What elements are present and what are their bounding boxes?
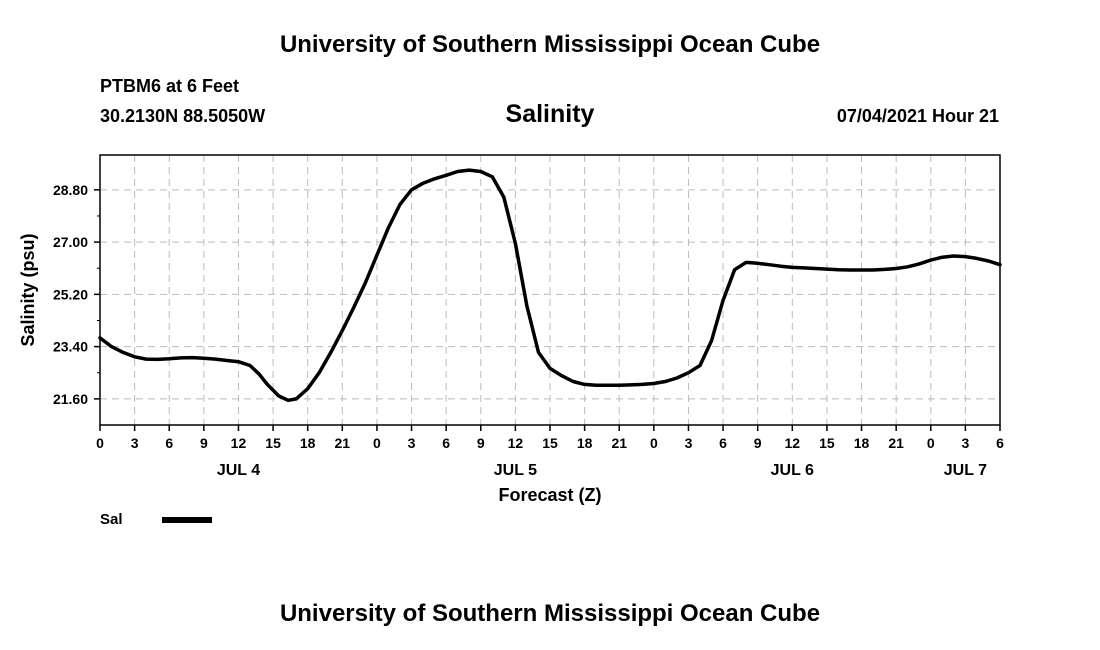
station-label: PTBM6 at 6 Feet xyxy=(100,76,240,96)
date-label: JUL 7 xyxy=(944,462,987,479)
date-label: JUL 4 xyxy=(217,462,260,479)
x-tick-label: 18 xyxy=(300,435,316,451)
x-tick-label: 9 xyxy=(477,435,485,451)
x-tick-label: 6 xyxy=(442,435,450,451)
coordinates-label: 30.2130N 88.5050W xyxy=(100,106,266,126)
x-tick-label: 6 xyxy=(719,435,727,451)
x-tick-label: 0 xyxy=(373,435,381,451)
x-tick-label: 21 xyxy=(611,435,627,451)
x-tick-label: 9 xyxy=(754,435,762,451)
x-tick-label: 12 xyxy=(785,435,801,451)
x-tick-label: 12 xyxy=(231,435,247,451)
y-tick-label: 21.60 xyxy=(53,391,88,407)
date-labels: JUL 4 JUL 5 JUL 6 JUL 7 xyxy=(217,462,987,479)
y-axis-label: Salinity (psu) xyxy=(18,233,38,346)
footer-title: University of Southern Mississippi Ocean… xyxy=(279,600,821,627)
legend-label: Sal xyxy=(100,511,123,528)
chart-title: Salinity xyxy=(505,100,595,128)
x-axis-label: Forecast (Z) xyxy=(498,485,601,505)
x-tick-label: 18 xyxy=(854,435,870,451)
y-tick-label: 25.20 xyxy=(53,286,88,302)
x-axis: 0 3 6 9 12 15 18 21 0 3 6 9 12 15 18 21 0 3 6 9 12 15 18 21 0 3 6 xyxy=(96,425,1004,451)
y-tick-label: 27.00 xyxy=(53,234,88,250)
x-tick-label: 0 xyxy=(650,435,658,451)
grid xyxy=(100,155,1000,425)
salinity-line xyxy=(98,168,1002,403)
x-tick-label: 3 xyxy=(408,435,416,451)
x-tick-label: 12 xyxy=(508,435,524,451)
y-axis: 21.60 23.40 25.20 27.00 28.80 xyxy=(53,182,100,407)
datetime-label: 07/04/2021 Hour 21 xyxy=(836,106,999,126)
page-title: University of Southern Mississippi Ocean… xyxy=(279,31,821,58)
x-tick-label: 15 xyxy=(819,435,835,451)
y-tick-label: 23.40 xyxy=(53,339,88,355)
x-tick-label: 9 xyxy=(200,435,208,451)
x-tick-label: 6 xyxy=(996,435,1004,451)
x-tick-label: 3 xyxy=(685,435,693,451)
x-tick-label: 3 xyxy=(131,435,139,451)
x-tick-label: 0 xyxy=(96,435,104,451)
x-tick-label: 0 xyxy=(927,435,935,451)
x-tick-label: 15 xyxy=(265,435,281,451)
y-tick-label: 28.80 xyxy=(53,182,88,198)
date-label: JUL 5 xyxy=(494,462,537,479)
x-tick-label: 3 xyxy=(961,435,969,451)
x-tick-label: 15 xyxy=(542,435,558,451)
x-tick-label: 21 xyxy=(335,435,351,451)
x-tick-label: 18 xyxy=(577,435,593,451)
date-label: JUL 6 xyxy=(771,462,814,479)
x-tick-label: 6 xyxy=(165,435,173,451)
x-tick-label: 21 xyxy=(888,435,904,451)
